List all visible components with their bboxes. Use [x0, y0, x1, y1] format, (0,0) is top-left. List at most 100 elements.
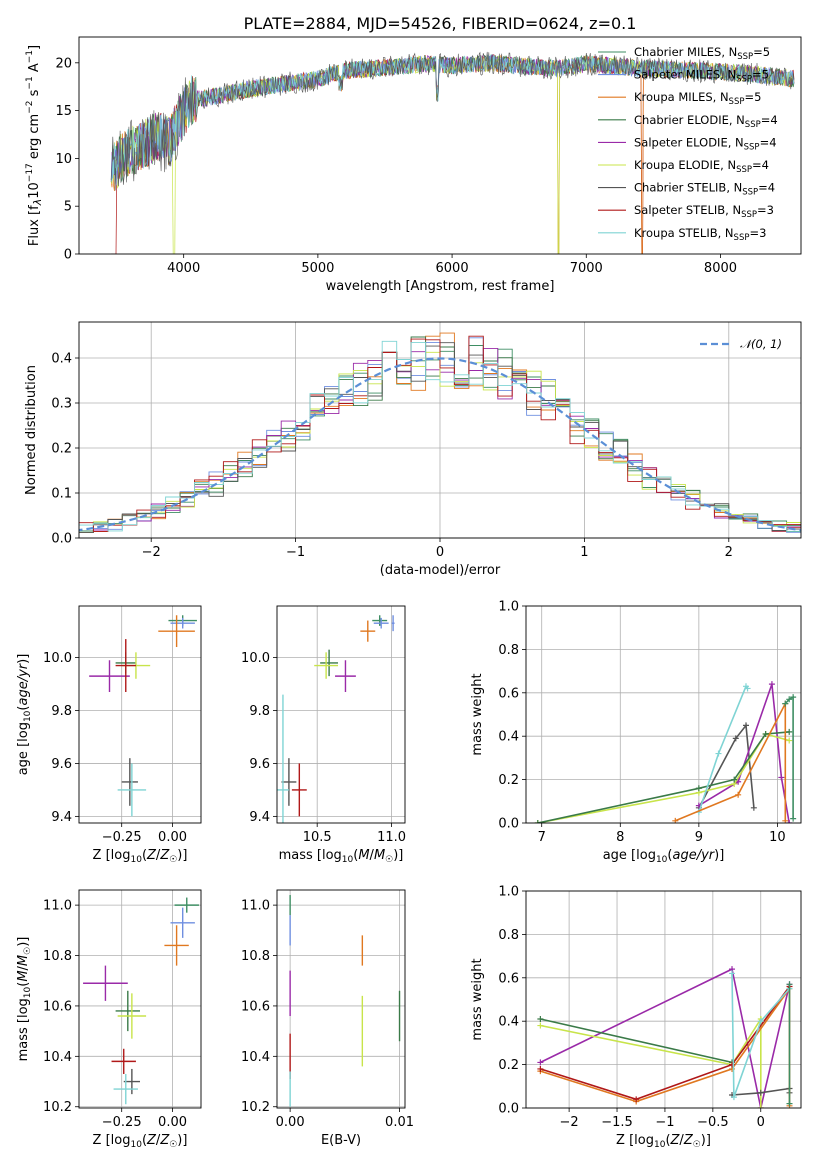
x-axis-label: wavelength [Angstrom, rest frame]	[326, 279, 555, 294]
y-tick-label: 1.0	[498, 600, 519, 615]
weight-marker	[729, 970, 736, 977]
y-tick-label: 10.6	[43, 999, 72, 1014]
weight-line	[540, 967, 791, 1108]
grid	[79, 606, 201, 823]
y-tick-label: 5	[64, 200, 72, 215]
weight-line	[784, 695, 794, 819]
x-tick-label: −0.25	[102, 1115, 142, 1130]
x-tick-label: 0	[436, 545, 444, 560]
legend-entry: Chabrier ELODIE, NSSP=4	[634, 113, 778, 130]
legend-entry: Salpeter ELODIE, NSSP=4	[634, 135, 777, 152]
weight-marker	[732, 735, 739, 742]
weight-marker	[537, 1022, 544, 1029]
grid	[526, 890, 801, 1109]
x-tick-label: 0.00	[158, 830, 187, 845]
legend-entry: Salpeter MILES, NSSP=5	[634, 68, 769, 85]
y-tick-label: 0.0	[498, 817, 519, 832]
x-axis-label: E(B-V)	[321, 1133, 361, 1148]
spectrum-line	[110, 51, 795, 191]
legend-entry: Chabrier MILES, NSSP=5	[634, 45, 770, 62]
y-tick-label: 0.0	[51, 532, 72, 547]
axes-frame	[78, 321, 802, 539]
y-tick-label: 1.0	[498, 885, 519, 900]
x-tick-label: 10.5	[303, 830, 332, 845]
y-tick-label: 0.3	[51, 397, 72, 412]
y-tick-label: 0.2	[498, 1058, 519, 1073]
weight-line	[540, 1018, 733, 1064]
legend-entry: Kroupa STELIB, NSSP=3	[634, 226, 766, 243]
x-axis-label: mass [log10(M/M☉)]	[279, 848, 404, 865]
x-tick-label: 7000	[570, 261, 603, 276]
plot-content	[89, 615, 197, 817]
weight-marker	[790, 815, 797, 822]
weight-marker	[537, 1016, 544, 1023]
y-tick-label: 9.4	[249, 810, 270, 825]
weight-line	[540, 1016, 762, 1108]
x-axis-label: Z [log10(Z/Z☉)]	[93, 848, 188, 865]
weight-marker	[757, 1105, 764, 1108]
weight-marker	[762, 731, 769, 738]
y-tick-label: 10.4	[43, 1050, 72, 1065]
x-axis-label: Z [log10(Z/Z☉)]	[616, 1133, 711, 1150]
x-tick-label: −1.5	[601, 1115, 633, 1130]
y-tick-label: 0.8	[498, 643, 519, 658]
y-tick-label: 0.1	[51, 487, 72, 502]
x-tick-label: 10	[769, 830, 786, 845]
y-tick-label: 10.6	[241, 999, 270, 1014]
y-tick-label: 10.2	[241, 1100, 270, 1115]
x-tick-label: 0	[757, 1115, 765, 1130]
weight-marker	[744, 685, 751, 692]
axes-frame	[78, 605, 202, 824]
x-tick-label: 1	[580, 545, 588, 560]
normal-curve	[79, 357, 801, 532]
axes-frame	[276, 605, 406, 824]
x-tick-label: −2	[560, 1115, 579, 1130]
x-tick-label: 8000	[704, 261, 737, 276]
y-tick-label: 0.8	[498, 928, 519, 943]
spectrum-line	[110, 55, 795, 254]
plot-content	[537, 966, 793, 1108]
x-tick-label: −1	[655, 1115, 674, 1130]
weight-marker	[786, 1100, 793, 1107]
age-vs-mass-panel: 10.5 11.0 9.4 9.6 9.8 10.0 mass [log10(M/M☉)]	[241, 605, 406, 865]
y-tick-label: 11.0	[43, 899, 72, 914]
legend: Chabrier MILES, NSSP=5 Salpeter MILES, NS…	[598, 45, 778, 243]
legend-entry: Kroupa MILES, NSSP=5	[634, 90, 761, 107]
x-axis-label: age [log10(age/yr)]	[603, 848, 725, 865]
y-tick-label: 0.2	[498, 773, 519, 788]
x-tick-label: 5000	[301, 261, 334, 276]
axes-frame	[78, 36, 802, 255]
y-tick-label: 0	[64, 248, 72, 263]
weight-marker	[735, 791, 742, 798]
weight-marker	[534, 820, 541, 823]
weight-marker	[633, 1096, 640, 1103]
weight-marker	[786, 737, 793, 744]
mass-vs-metallicity-panel: −0.25 0.00 10.2 10.4 10.6 10.8 11.0 Z [log10(Z/…	[16, 889, 202, 1150]
figure-title: PLATE=2884, MJD=54526, FIBERID=0624, z=0…	[244, 14, 637, 33]
y-tick-label: 10.8	[43, 949, 72, 964]
y-tick-label: 0.0	[498, 1102, 519, 1117]
legend-entry: Salpeter STELIB, NSSP=3	[634, 203, 774, 220]
axes-frame	[78, 889, 202, 1109]
weight-line	[698, 723, 755, 809]
weight-marker	[695, 785, 702, 792]
x-tick-label: 7	[538, 830, 546, 845]
y-tick-label: 9.4	[51, 810, 72, 825]
plot-content	[79, 332, 801, 534]
weight-marker	[790, 694, 797, 701]
x-tick-label: −0.5	[697, 1115, 729, 1130]
weight-marker	[757, 1018, 764, 1025]
y-tick-label: 10.2	[43, 1100, 72, 1115]
y-axis-label: mass [log10(M/M☉)]	[16, 937, 33, 1062]
spectrum-line	[111, 54, 795, 254]
weight-marker	[786, 728, 793, 735]
y-tick-label: 9.6	[249, 757, 270, 772]
weight-marker	[730, 1094, 737, 1101]
weight-marker	[786, 820, 793, 823]
plot-content	[534, 681, 797, 823]
y-tick-label: 11.0	[241, 899, 270, 914]
plot-content	[289, 895, 401, 1107]
weight-marker	[786, 696, 793, 703]
plot-content	[277, 615, 395, 823]
grid	[79, 890, 201, 1108]
